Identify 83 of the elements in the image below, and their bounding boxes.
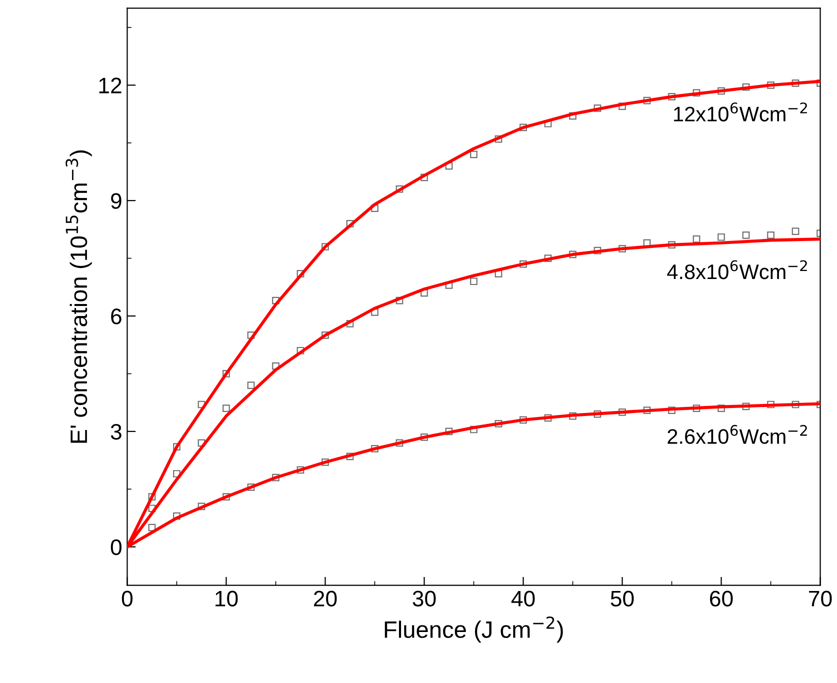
x-tick-label: 20 [314,590,337,607]
point [346,452,354,460]
point [767,400,774,408]
point [445,428,453,436]
point [742,232,750,239]
point [544,414,552,422]
point [470,150,478,158]
point [692,89,700,97]
point [569,112,576,120]
point [520,260,527,268]
point [792,400,800,408]
x-tick-label: 10 [216,590,238,607]
point [494,420,502,428]
point [272,296,280,304]
x-tick-label: 0 [122,590,133,607]
point [371,445,378,452]
point [396,439,404,447]
y-tick-label: 3 [110,424,122,440]
point [322,243,329,250]
point [222,404,230,412]
point [668,93,676,100]
point [247,332,255,339]
point [618,408,626,416]
point [222,493,230,501]
point [296,466,304,474]
series-label: 12x10$^{6}$Wcm$^{−2}$ [674,102,807,122]
point [618,244,626,252]
point [692,235,700,243]
point [544,254,552,262]
y-tick-label: 9 [111,193,122,209]
point [520,124,527,132]
y-axis-title: E' concentration (10$^{15}$cm$^{−3}$) [66,150,92,443]
x-tick-label: 30 [412,590,436,607]
x-tick-label: 70 [809,590,832,607]
point [742,83,750,91]
point [396,296,404,304]
point [247,484,255,491]
point [148,493,156,501]
point [718,87,725,95]
point [322,332,329,339]
point [569,250,576,258]
point [643,406,651,414]
point [767,81,774,89]
point [346,320,354,328]
y-tick-label: 12 [99,78,122,94]
point [668,241,676,248]
point [371,204,378,212]
point [296,270,304,278]
y-tick-label: 6 [111,308,122,324]
point [569,412,576,420]
point [668,406,676,414]
x-tick-label: 60 [710,590,733,607]
x-tick-label: 40 [511,590,535,607]
point [173,443,180,450]
point [594,246,602,254]
point [296,346,304,354]
point [247,382,255,389]
point [494,135,502,143]
point [792,228,800,236]
series-label: 4.8x10$^{6}$Wcm$^{−2}$ [667,260,807,280]
x-tick-label: 50 [610,590,634,607]
point [322,458,329,466]
x-axis-title: Fluence (J cm$^{−2}$) [384,616,563,643]
point [594,410,602,418]
point [718,404,725,412]
point [792,80,800,87]
point [470,278,478,286]
point [148,524,156,532]
point [420,434,428,441]
point [173,512,180,520]
series-label: 2.6x10$^{6}$Wcm$^{−2}$ [668,424,807,444]
point [594,104,602,112]
point [692,404,700,412]
point [346,220,354,228]
point [742,402,750,410]
point [272,474,280,482]
point [222,370,230,378]
point [520,416,527,424]
point [767,232,774,239]
y-tick-label: 0 [110,539,122,556]
point [643,96,651,104]
point [420,174,428,182]
point [718,233,725,241]
